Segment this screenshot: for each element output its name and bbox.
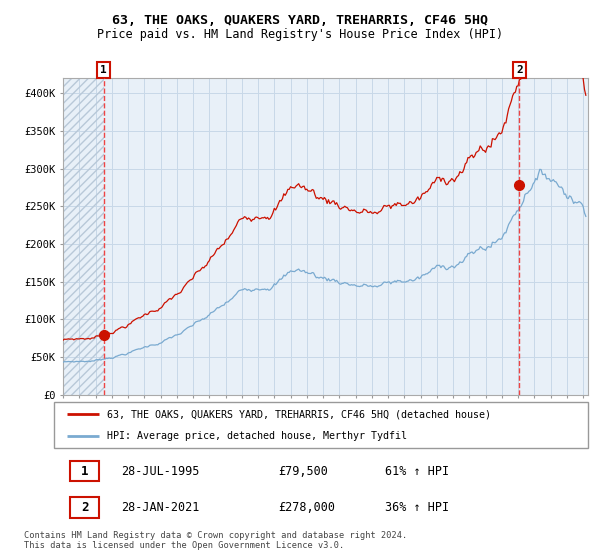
Text: £278,000: £278,000 [278,501,335,514]
FancyBboxPatch shape [70,497,100,517]
Text: £79,500: £79,500 [278,465,328,478]
Text: 36% ↑ HPI: 36% ↑ HPI [385,501,449,514]
Text: 1: 1 [81,465,88,478]
FancyBboxPatch shape [54,402,588,448]
Text: 63, THE OAKS, QUAKERS YARD, TREHARRIS, CF46 5HQ (detached house): 63, THE OAKS, QUAKERS YARD, TREHARRIS, C… [107,409,491,419]
Text: 2: 2 [516,65,523,75]
Text: HPI: Average price, detached house, Merthyr Tydfil: HPI: Average price, detached house, Mert… [107,431,407,441]
Text: 28-JAN-2021: 28-JAN-2021 [121,501,199,514]
Bar [63,78,104,395]
Text: 1: 1 [100,65,107,75]
Text: 28-JUL-1995: 28-JUL-1995 [121,465,199,478]
FancyBboxPatch shape [70,461,100,481]
Bar [63,78,104,395]
Text: Contains HM Land Registry data © Crown copyright and database right 2024.
This d: Contains HM Land Registry data © Crown c… [24,531,407,550]
Text: Price paid vs. HM Land Registry's House Price Index (HPI): Price paid vs. HM Land Registry's House … [97,28,503,41]
Text: 2: 2 [81,501,88,514]
Text: 61% ↑ HPI: 61% ↑ HPI [385,465,449,478]
Text: 63, THE OAKS, QUAKERS YARD, TREHARRIS, CF46 5HQ: 63, THE OAKS, QUAKERS YARD, TREHARRIS, C… [112,14,488,27]
